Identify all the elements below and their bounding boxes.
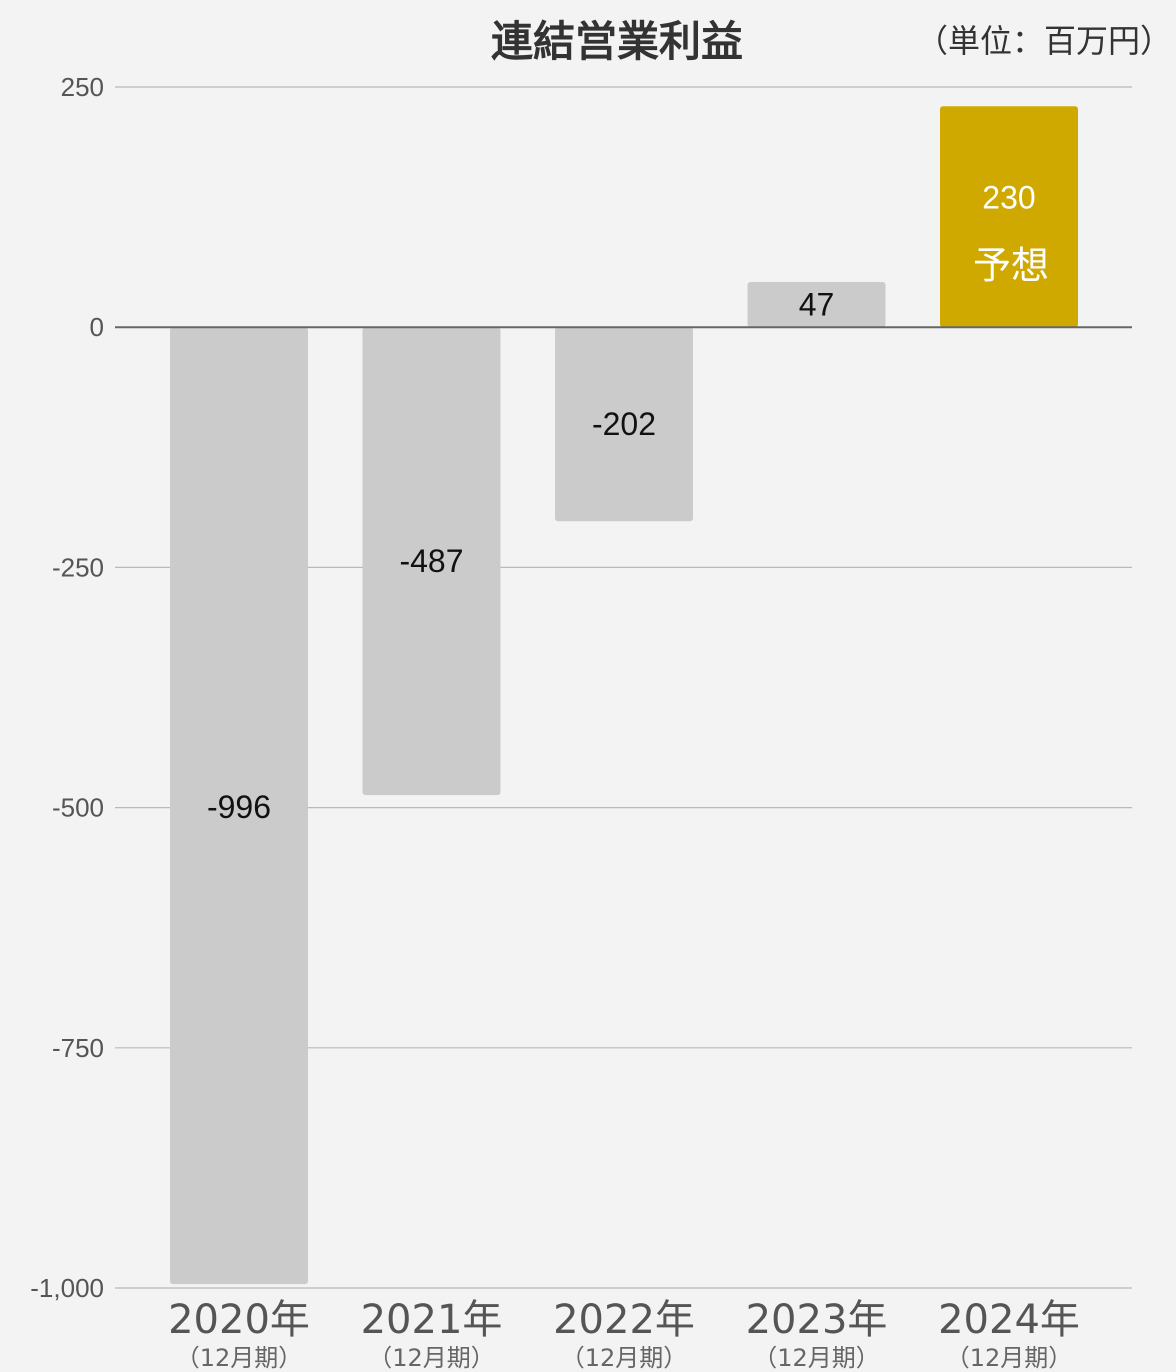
- x-category-label: 2024年: [938, 1297, 1080, 1343]
- y-tick-label: -1,000: [30, 1273, 104, 1303]
- unit-label: （単位：百万円）: [915, 22, 1172, 60]
- bar-value-label: -996: [207, 789, 271, 825]
- x-category-sublabel: （12月期）: [368, 1344, 495, 1372]
- y-tick-label: -750: [52, 1033, 104, 1063]
- bar: [747, 282, 886, 328]
- x-category-sublabel: （12月期）: [753, 1344, 880, 1372]
- x-category-label: 2020年: [168, 1297, 310, 1343]
- x-category-label: 2021年: [361, 1297, 503, 1343]
- chart-title: 連結営業利益: [490, 17, 744, 66]
- y-tick-label: 250: [61, 72, 104, 102]
- bar: [170, 327, 308, 1285]
- bar-value-label: 47: [799, 287, 835, 323]
- x-category-sublabel: （12月期）: [176, 1344, 303, 1372]
- forecast-bar: [940, 106, 1078, 328]
- bar-value-label: -487: [399, 543, 463, 579]
- x-category-sublabel: （12月期）: [561, 1344, 688, 1372]
- bar-value-label: -202: [592, 406, 656, 442]
- y-tick-label: 0: [90, 312, 104, 342]
- x-category-label: 2023年: [746, 1297, 888, 1343]
- forecast-note-label: 予想: [973, 244, 1049, 288]
- y-tick-label: -500: [52, 793, 104, 823]
- y-tick-label: -250: [52, 552, 104, 582]
- x-category-sublabel: （12月期）: [946, 1344, 1073, 1372]
- bar: [555, 327, 693, 522]
- bar: [362, 327, 501, 796]
- x-category-label: 2022年: [553, 1297, 695, 1343]
- forecast-value-label: 230: [982, 180, 1035, 216]
